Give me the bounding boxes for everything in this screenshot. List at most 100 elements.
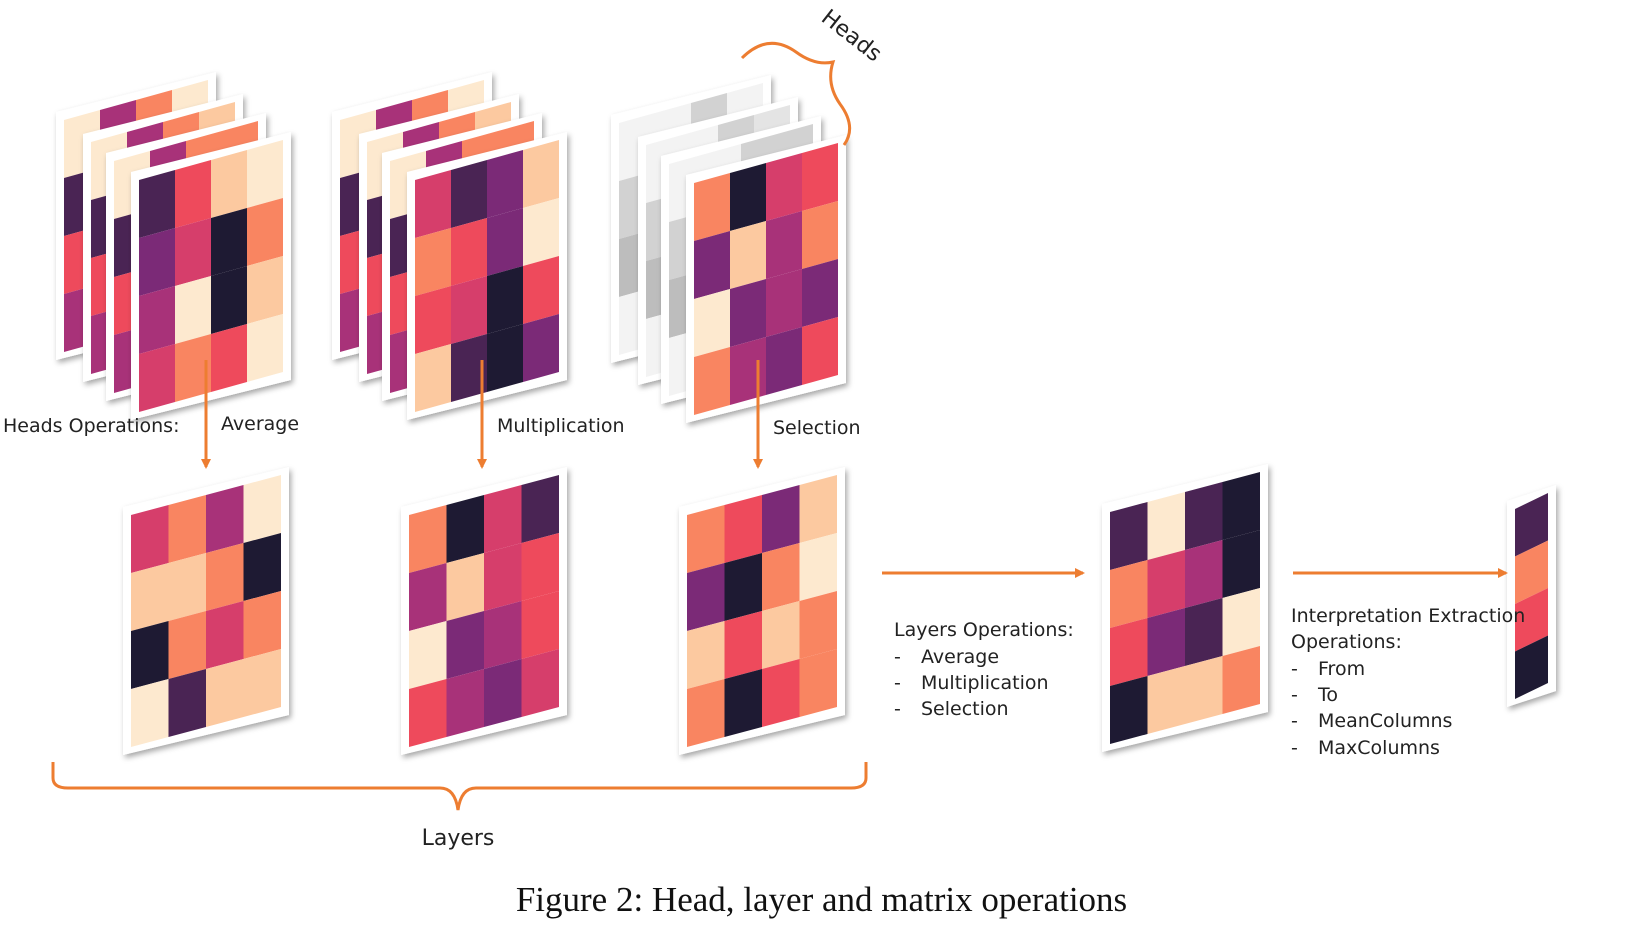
heatmap-cell: [762, 543, 800, 611]
heatmap-cell: [409, 621, 447, 689]
layers-brace: [51, 762, 868, 811]
heatmap-cell: [799, 649, 837, 717]
heatmap-cell: [1185, 540, 1223, 608]
heatmap-cell: [1222, 588, 1260, 656]
layer-multiplication-matrix: [401, 467, 567, 755]
heatmap-cell: [139, 344, 175, 412]
heatmap-cell: [799, 591, 837, 659]
heatmap-cell: [211, 150, 247, 218]
layers-operations-list: Layers Operations: - Average - Multiplic…: [894, 619, 1074, 720]
heatmap-cell: [1515, 635, 1548, 699]
heatmap-cards: [56, 72, 1556, 755]
heatmap-cell: [523, 198, 559, 266]
heatmap-cell: [131, 621, 169, 689]
selection-label: Selection: [773, 417, 861, 439]
heatmap-cell: [131, 505, 169, 573]
heatmap-cell: [247, 140, 283, 208]
heatmap-cell: [799, 475, 837, 543]
heatmap-cell: [243, 649, 281, 717]
heatmap-cell: [1110, 676, 1148, 744]
list-bullet: -: [1291, 684, 1298, 706]
heatmap-cell: [1222, 530, 1260, 598]
heatmap-cell: [521, 475, 559, 543]
heatmap-cell: [766, 153, 802, 221]
list-bullet: -: [1291, 737, 1298, 759]
heatmap-cell: [802, 143, 838, 211]
heatmap-cell: [409, 679, 447, 747]
interpretation-title-line2: Operations:: [1291, 631, 1402, 653]
heatmap-cell: [694, 231, 730, 299]
heatmap-cell: [175, 334, 211, 402]
list-item: Selection: [921, 698, 1009, 720]
heads-brace: [740, 41, 852, 146]
heatmap-cell: [523, 256, 559, 324]
heatmap-cell: [175, 276, 211, 344]
heatmap-cell: [451, 160, 487, 228]
heatmap-cell: [1185, 598, 1223, 666]
heatmap-cell: [139, 170, 175, 238]
heatmap-cell: [139, 286, 175, 354]
heatmap-cell: [730, 221, 766, 289]
heatmap-cell: [451, 276, 487, 344]
heatmap-cell: [243, 475, 281, 543]
heatmap-cell: [523, 140, 559, 208]
heatmap-cell: [247, 198, 283, 266]
list-bullet: -: [894, 672, 901, 694]
heatmap-cell: [175, 218, 211, 286]
heatmap-cell: [762, 601, 800, 669]
list-item: MaxColumns: [1318, 737, 1440, 759]
heatmap-cell: [446, 669, 484, 737]
head-stack-average-front: [131, 132, 291, 420]
heatmap-cell: [175, 160, 211, 228]
heatmap-cell: [211, 324, 247, 392]
heatmap-cell: [139, 228, 175, 296]
heatmap-cell: [521, 533, 559, 601]
heatmap-cell: [694, 347, 730, 415]
heatmap-cell: [446, 611, 484, 679]
layer-average-matrix: [123, 467, 289, 755]
heatmap-cell: [1110, 618, 1148, 686]
list-item: Multiplication: [921, 672, 1049, 694]
heatmap-cell: [131, 563, 169, 631]
heatmap-cell: [730, 337, 766, 405]
heads-operations-label: Heads Operations:: [3, 415, 179, 437]
heatmap-cell: [168, 669, 206, 737]
heatmap-cell: [1110, 502, 1148, 570]
list-bullet: -: [1291, 710, 1298, 732]
heatmap-cell: [487, 150, 523, 218]
list-item: Average: [921, 646, 999, 668]
layer-selection-matrix: [679, 467, 845, 755]
list-item: From: [1318, 658, 1365, 680]
heatmap-cell: [131, 679, 169, 747]
layers-operations-title: Layers Operations:: [894, 619, 1074, 641]
heatmap-cell: [766, 327, 802, 395]
heatmap-cell: [247, 314, 283, 382]
heatmap-cell: [1222, 646, 1260, 714]
heatmap-cell: [1147, 550, 1185, 618]
heatmap-cell: [168, 495, 206, 563]
heatmap-cell: [1515, 540, 1548, 604]
list-bullet: -: [894, 646, 901, 668]
heatmap-cell: [1110, 560, 1148, 628]
heatmap-cell: [724, 611, 762, 679]
result-column-vector: [1507, 485, 1556, 707]
heatmap-cell: [724, 553, 762, 621]
heatmap-cell: [730, 163, 766, 231]
heatmap-cell: [802, 317, 838, 385]
heatmap-cell: [451, 218, 487, 286]
heatmap-cell: [484, 543, 522, 611]
heatmap-cell: [1185, 656, 1223, 724]
heatmap-cell: [415, 170, 451, 238]
heatmap-cell: [523, 314, 559, 382]
heatmap-cell: [243, 591, 281, 659]
heatmap-cell: [1515, 493, 1548, 557]
heatmap-cell: [451, 334, 487, 402]
heatmap-cell: [206, 601, 244, 669]
list-item: To: [1317, 684, 1338, 706]
heatmap-cell: [1185, 482, 1223, 550]
heatmap-cell: [206, 485, 244, 553]
heatmap-cell: [484, 601, 522, 669]
heatmap-cell: [762, 659, 800, 727]
heatmap-cell: [487, 208, 523, 276]
figure-caption: Figure 2: Head, layer and matrix operati…: [515, 880, 1128, 919]
